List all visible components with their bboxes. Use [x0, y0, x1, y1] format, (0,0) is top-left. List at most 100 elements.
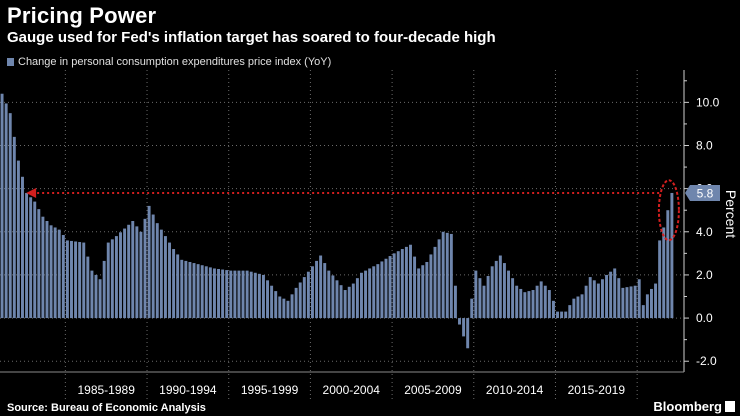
- data-bar: [339, 285, 343, 319]
- data-bar: [388, 256, 392, 319]
- data-bar: [511, 278, 515, 319]
- data-bar: [617, 278, 621, 319]
- data-bar: [172, 249, 176, 319]
- data-bar: [364, 270, 368, 319]
- y-tick-label: -2.0: [696, 354, 717, 368]
- data-bar: [266, 280, 270, 319]
- source-note: Source: Bureau of Economic Analysis: [7, 402, 206, 414]
- data-bar: [282, 298, 286, 319]
- data-bar: [654, 283, 658, 319]
- data-bar: [474, 270, 478, 319]
- data-bar: [515, 285, 519, 319]
- data-bar: [82, 242, 86, 319]
- data-bar: [572, 298, 576, 319]
- legend-swatch: [7, 58, 14, 66]
- data-bar: [437, 239, 441, 319]
- x-tick-label: 1985-1989: [77, 383, 135, 397]
- data-bar: [57, 229, 61, 319]
- data-bar: [662, 227, 666, 319]
- y-axis-label: Percent: [723, 190, 739, 238]
- data-bar: [482, 285, 486, 319]
- data-bar: [200, 265, 204, 319]
- reference-arrowhead: [26, 187, 37, 198]
- data-bar: [212, 268, 216, 319]
- data-bar: [629, 286, 633, 319]
- data-bar: [404, 246, 408, 319]
- data-bar: [596, 283, 600, 319]
- data-bar: [609, 271, 613, 319]
- data-bar: [507, 270, 510, 319]
- data-bar: [392, 253, 396, 319]
- data-bar: [527, 291, 531, 319]
- x-tick-label: 2005-2009: [404, 383, 462, 397]
- chart-subtitle: Gauge used for Fed's inflation target ha…: [7, 29, 496, 46]
- data-bar: [458, 318, 461, 325]
- data-bar: [343, 290, 347, 319]
- axis-layer: -2.00.02.04.06.08.010.01985-19891990-199…: [0, 70, 720, 397]
- data-bar: [486, 276, 490, 319]
- data-bar: [86, 256, 90, 319]
- data-bar: [645, 294, 649, 319]
- data-bar: [49, 225, 53, 319]
- data-bar: [355, 278, 359, 319]
- data-bar: [12, 136, 16, 319]
- data-bar: [188, 261, 192, 319]
- data-bar: [580, 294, 584, 319]
- data-bar: [605, 274, 609, 319]
- data-bar: [490, 266, 494, 319]
- data-bar: [588, 277, 592, 319]
- data-bar: [168, 242, 171, 319]
- data-bar: [155, 223, 159, 319]
- data-bar: [4, 103, 8, 319]
- data-bar: [208, 267, 212, 319]
- data-bar: [184, 260, 188, 319]
- data-bar: [613, 268, 617, 319]
- data-bar: [670, 192, 674, 319]
- data-bar: [372, 266, 376, 319]
- x-tick-label: 1990-1994: [159, 383, 217, 397]
- data-bar: [98, 279, 102, 319]
- data-bar: [335, 280, 339, 319]
- data-bar: [176, 254, 180, 319]
- grid-layer: [0, 70, 684, 400]
- data-bar: [61, 235, 65, 319]
- data-bar: [462, 318, 466, 337]
- data-bar: [360, 272, 363, 319]
- value-callout-label: 5.8: [697, 186, 714, 200]
- y-tick-label: 0.0: [696, 311, 713, 325]
- data-bar: [625, 287, 629, 319]
- data-bar: [41, 216, 45, 319]
- data-bar: [556, 311, 559, 319]
- data-bar: [502, 263, 506, 319]
- data-bar: [445, 232, 449, 319]
- data-bar: [204, 266, 208, 319]
- legend: Change in personal consumption expenditu…: [7, 56, 331, 68]
- data-bar: [400, 249, 404, 319]
- data-bar: [147, 205, 151, 319]
- data-bar: [315, 260, 319, 319]
- data-bar: [576, 296, 580, 319]
- data-bar: [539, 281, 543, 319]
- x-tick-label: 1995-1999: [241, 383, 299, 397]
- data-bar: [290, 294, 294, 319]
- data-bar: [278, 296, 282, 319]
- data-bar: [74, 241, 78, 319]
- data-bar: [65, 240, 69, 319]
- data-bar: [413, 256, 417, 319]
- data-bar: [90, 270, 94, 319]
- data-bar: [453, 285, 457, 319]
- data-bar: [327, 270, 331, 319]
- data-bar: [159, 229, 163, 319]
- x-tick-label: 2015-2019: [568, 383, 626, 397]
- data-bar: [417, 268, 421, 319]
- data-bar: [261, 274, 265, 319]
- data-bar: [368, 268, 372, 319]
- data-bar: [376, 264, 380, 319]
- data-bar: [380, 261, 384, 319]
- data-bar: [119, 232, 122, 319]
- data-bar: [8, 113, 12, 319]
- annotation-layer: 5.8: [26, 179, 720, 242]
- data-bar: [592, 280, 596, 319]
- data-bar: [16, 160, 20, 319]
